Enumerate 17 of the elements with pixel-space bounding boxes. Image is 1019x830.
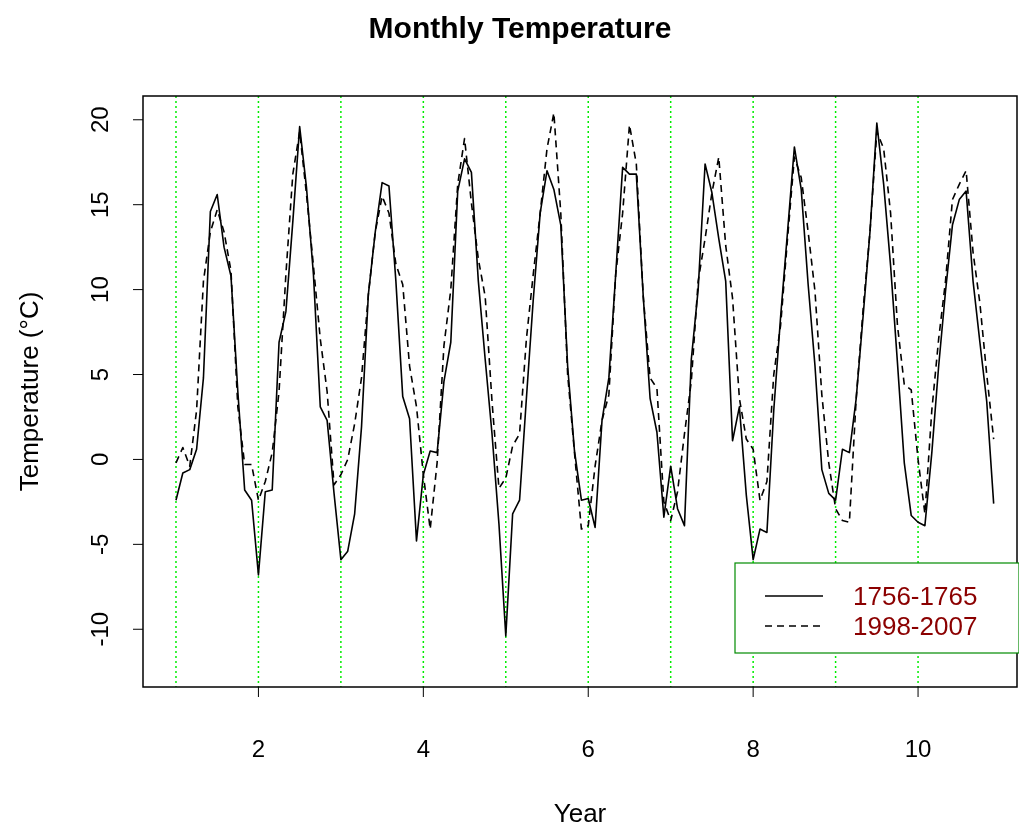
x-tick-label: 8 <box>746 735 760 762</box>
y-tick-label: -5 <box>86 533 113 556</box>
legend-label: 1756-1765 <box>853 581 978 611</box>
y-tick-label: -10 <box>86 611 113 647</box>
y-tick-label: 15 <box>86 191 113 219</box>
x-tick-label: 6 <box>581 735 595 762</box>
y-tick-label: 20 <box>86 106 113 134</box>
chart-title: Monthly Temperature <box>368 11 672 44</box>
x-axis-title: Year <box>553 798 607 828</box>
y-axis-title: Temperature (°C) <box>14 291 44 492</box>
x-tick-label: 10 <box>904 735 932 762</box>
y-tick-label: 0 <box>86 452 113 467</box>
y-tick-label: 5 <box>86 367 113 382</box>
x-tick-label: 2 <box>251 735 266 762</box>
y-tick-label: 10 <box>86 276 113 303</box>
legend-label: 1998-2007 <box>853 611 978 641</box>
x-tick-label: 4 <box>416 735 431 762</box>
